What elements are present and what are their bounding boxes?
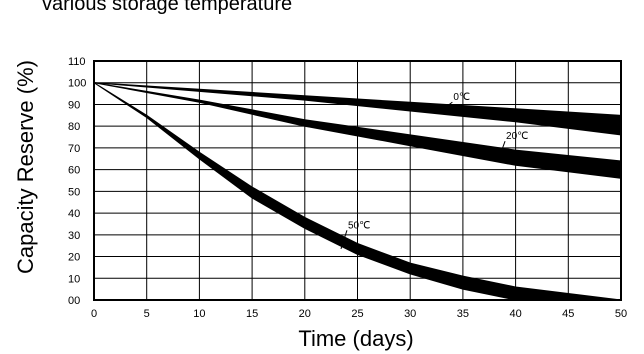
x-tick-label: 30 xyxy=(404,308,416,320)
x-axis-label: Time (days) xyxy=(298,326,413,351)
x-tick-label: 0 xyxy=(91,308,97,320)
y-tick-label: 70 xyxy=(68,143,80,155)
plot-frame xyxy=(93,60,622,301)
annotation-leader xyxy=(340,230,348,250)
series-label: 20℃ xyxy=(506,131,528,142)
x-tick-label: 45 xyxy=(562,308,574,320)
y-axis-label: Capacity Reserve (%) xyxy=(13,60,38,274)
tick-labels: 0 5 10 15 20 25 30 35 40 45 50 00 10 20 30 40 50 60 70 80 90… xyxy=(68,56,627,320)
y-tick-label: 60 xyxy=(68,165,80,177)
x-tick-label: 35 xyxy=(457,308,469,320)
y-tick-label: 00 xyxy=(68,295,80,307)
y-tick-label: 20 xyxy=(68,252,80,264)
x-tick-label: 50 xyxy=(615,308,627,320)
y-tick-label: 10 xyxy=(68,273,80,285)
series-annotations: 0℃ 20℃ 50℃ xyxy=(340,92,528,250)
x-tick-label: 10 xyxy=(193,308,205,320)
y-tick-label: 90 xyxy=(68,99,80,111)
x-tick-label: 15 xyxy=(246,308,258,320)
x-tick-label: 20 xyxy=(299,308,311,320)
x-tick-label: 25 xyxy=(351,308,363,320)
y-tick-label: 100 xyxy=(68,78,86,90)
x-tick-label: 40 xyxy=(509,308,521,320)
series-label: 0℃ xyxy=(453,92,470,103)
y-tick-label: 40 xyxy=(68,208,80,220)
y-tick-label: 110 xyxy=(68,56,86,68)
y-tick-label: 50 xyxy=(68,186,80,198)
series-label: 50℃ xyxy=(348,220,370,231)
x-tick-label: 5 xyxy=(144,308,150,320)
annotation-leader xyxy=(446,101,453,108)
y-tick-label: 30 xyxy=(68,230,80,242)
chart-title: various storage temperature xyxy=(42,0,292,15)
annotation-leader xyxy=(498,141,506,158)
y-tick-label: 80 xyxy=(68,121,80,133)
